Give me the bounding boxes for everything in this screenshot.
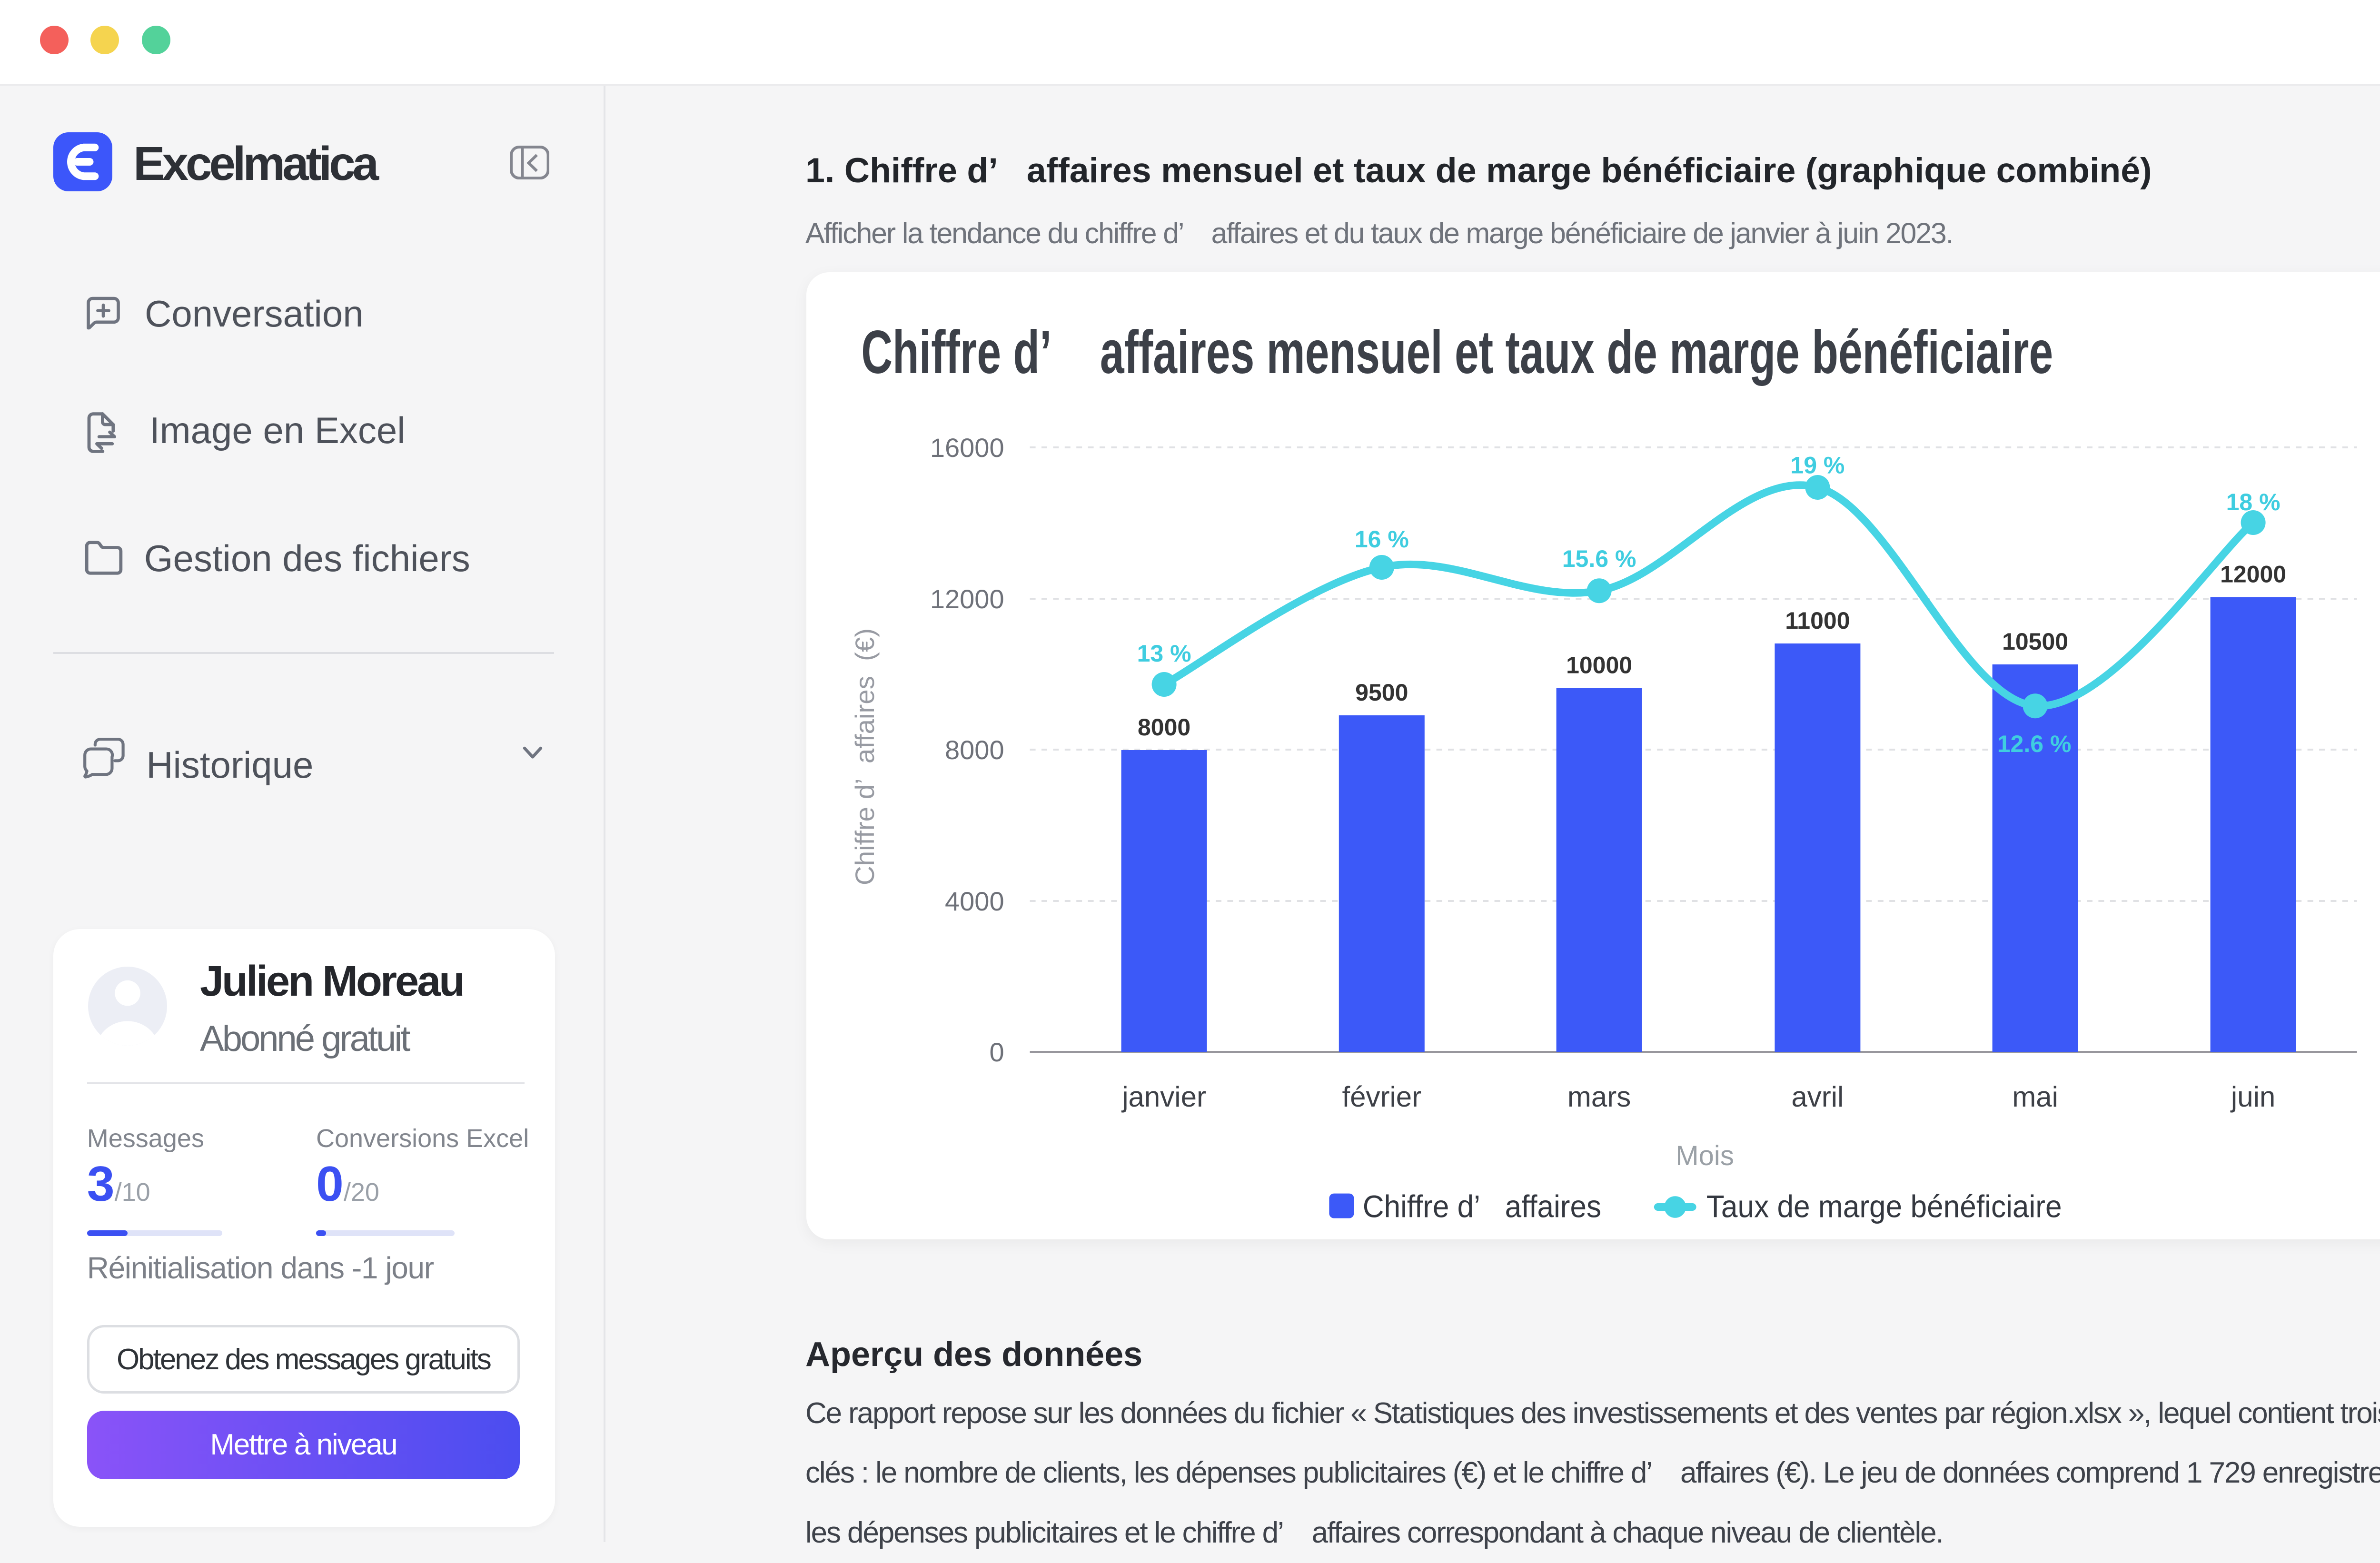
- svg-text:Chiffre d’ affaires mensuel: Chiffre d’ affaires mensuel et taux de m…: [862, 318, 2053, 386]
- svg-text:11000: 11000: [1785, 607, 1850, 634]
- svg-text:mars: mars: [1567, 1081, 1631, 1113]
- svg-text:18 %: 18 %: [2226, 489, 2281, 515]
- svg-text:10500: 10500: [2002, 628, 2068, 655]
- svg-text:8000: 8000: [945, 735, 1004, 765]
- svg-text:Chiffre d’ affaires: Chiffre d’ affaires: [1363, 1189, 1601, 1224]
- svg-text:mai: mai: [2013, 1081, 2059, 1113]
- svg-text:Mois: Mois: [1676, 1140, 1734, 1171]
- svg-text:février: février: [1342, 1081, 1422, 1113]
- svg-text:9500: 9500: [1356, 679, 1408, 706]
- svg-text:juin: juin: [2230, 1081, 2275, 1113]
- svg-text:16000: 16000: [930, 433, 1004, 463]
- svg-text:10000: 10000: [1566, 652, 1632, 678]
- svg-text:12000: 12000: [2220, 561, 2286, 588]
- svg-text:Chiffre d’ affaires (€): Chiffre d’ affaires (€): [850, 628, 880, 885]
- svg-text:0: 0: [990, 1037, 1004, 1067]
- svg-text:janvier: janvier: [1121, 1081, 1207, 1113]
- svg-text:16 %: 16 %: [1355, 526, 1409, 553]
- svg-text:12000: 12000: [930, 584, 1004, 614]
- svg-text:12.6 %: 12.6 %: [1997, 731, 2072, 757]
- svg-text:avril: avril: [1792, 1081, 1844, 1113]
- svg-text:4000: 4000: [945, 886, 1004, 916]
- svg-text:19 %: 19 %: [1791, 452, 1845, 478]
- svg-text:8000: 8000: [1138, 714, 1190, 741]
- svg-text:13 %: 13 %: [1137, 640, 1191, 667]
- svg-text:15.6 %: 15.6 %: [1562, 545, 1636, 572]
- svg-text:Taux de marge bénéficiaire: Taux de marge bénéficiaire: [1706, 1189, 2062, 1224]
